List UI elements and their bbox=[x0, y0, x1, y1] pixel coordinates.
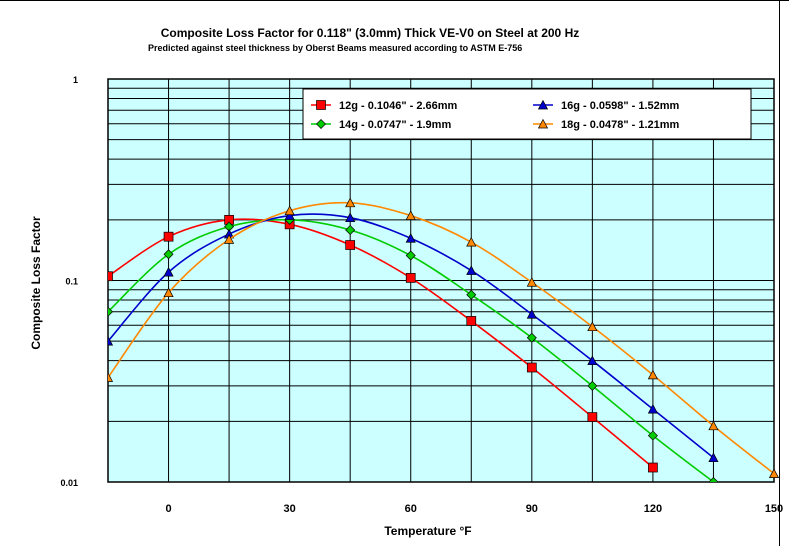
data-point bbox=[224, 234, 235, 244]
chart-title: Composite Loss Factor for 0.118" (3.0mm)… bbox=[161, 26, 579, 40]
chart-subtitle: Predicted against steel thickness by Obe… bbox=[148, 43, 522, 53]
data-point bbox=[708, 452, 719, 463]
data-point bbox=[405, 210, 416, 220]
data-point bbox=[405, 250, 416, 261]
legend-marker bbox=[316, 100, 326, 110]
x-tick-label: 30 bbox=[284, 503, 296, 515]
data-point bbox=[108, 306, 113, 317]
tick-labels: 0 30 60 90 120 150 0.01 0.1 1 bbox=[60, 75, 783, 515]
data-point bbox=[345, 197, 356, 208]
data-point bbox=[284, 205, 295, 216]
x-tick-label: 150 bbox=[765, 503, 783, 515]
legend-label: 16g - 0.0598" - 1.52mm bbox=[561, 100, 680, 112]
legend-label: 14g - 0.0747" - 1.9mm bbox=[339, 119, 451, 131]
legend-box bbox=[302, 88, 752, 140]
data-point bbox=[108, 271, 113, 282]
y-axis-label: Composite Loss Factor bbox=[29, 216, 43, 350]
legend-marker bbox=[537, 99, 549, 110]
data-point bbox=[648, 462, 658, 473]
data-point bbox=[163, 266, 174, 277]
data-point bbox=[163, 231, 174, 242]
legend-label: 18g - 0.0478" - 1.21mm bbox=[561, 119, 680, 131]
data-point bbox=[647, 369, 658, 380]
data-point bbox=[163, 249, 174, 260]
series-1 bbox=[108, 214, 658, 473]
x-tick-label: 0 bbox=[165, 503, 171, 515]
data-point bbox=[526, 309, 537, 319]
data-point bbox=[587, 412, 598, 422]
data-point bbox=[345, 212, 356, 223]
data-point bbox=[587, 321, 598, 332]
data-point bbox=[768, 468, 780, 479]
frame-top-line bbox=[0, 0, 789, 1]
x-tick-label: 60 bbox=[405, 503, 417, 515]
data-point bbox=[466, 289, 477, 300]
data-point bbox=[647, 430, 658, 441]
series-3 bbox=[108, 210, 719, 463]
x-tick-label: 120 bbox=[644, 503, 662, 515]
y-tick-label: 0.1 bbox=[65, 277, 78, 287]
y-tick-label: 0.01 bbox=[60, 478, 78, 488]
x-tick-label: 90 bbox=[526, 503, 538, 515]
data-point bbox=[647, 403, 658, 414]
frame-right-line bbox=[779, 0, 780, 546]
series-4 bbox=[108, 197, 780, 479]
data-point bbox=[708, 420, 719, 431]
data-point bbox=[466, 265, 477, 275]
legend-marker bbox=[537, 118, 549, 129]
data-point bbox=[587, 380, 598, 391]
data-point bbox=[405, 233, 416, 243]
legend: 12g - 0.1046" - 2.66mm 16g - 0.0598" - 1.… bbox=[302, 88, 752, 140]
data-point bbox=[284, 210, 295, 220]
data-point bbox=[526, 277, 537, 287]
data-point bbox=[526, 332, 537, 343]
x-axis-label: Temperature °F bbox=[384, 524, 471, 538]
data-point bbox=[466, 316, 477, 326]
data-point bbox=[405, 273, 416, 283]
data-point bbox=[108, 372, 114, 382]
data-point bbox=[526, 362, 537, 373]
data-point bbox=[587, 355, 598, 366]
data-point bbox=[345, 240, 356, 250]
y-tick-label: 1 bbox=[73, 75, 78, 85]
data-point bbox=[708, 477, 719, 482]
series-line bbox=[108, 218, 654, 469]
data-point bbox=[163, 287, 174, 298]
data-point bbox=[345, 225, 356, 236]
data-point bbox=[108, 335, 114, 346]
legend-label: 12g - 0.1046" - 2.66mm bbox=[339, 100, 458, 112]
series-layer bbox=[108, 197, 780, 482]
data-point bbox=[466, 236, 477, 247]
legend-marker bbox=[316, 119, 326, 129]
